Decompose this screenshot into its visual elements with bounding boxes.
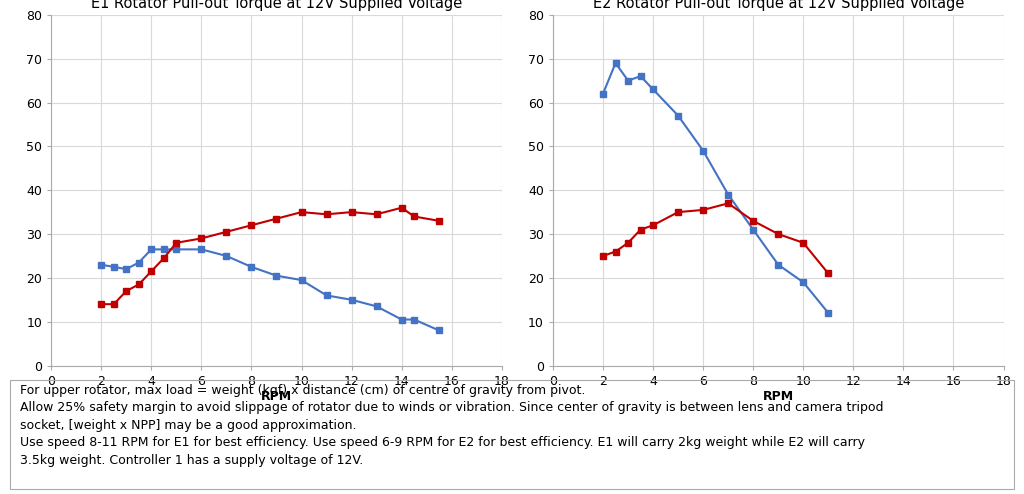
X-axis label: RPM: RPM bbox=[261, 390, 292, 404]
Title: E1 Rotator Pull-out Torque at 12V Supplied Voltage: E1 Rotator Pull-out Torque at 12V Suppli… bbox=[91, 0, 462, 11]
Text: For upper rotator, max load = weight (kgf) x distance (cm) of centre of gravity : For upper rotator, max load = weight (kg… bbox=[20, 384, 884, 467]
Title: E2 Rotator Pull-out Torque at 12V Supplied Voltage: E2 Rotator Pull-out Torque at 12V Suppli… bbox=[593, 0, 964, 11]
X-axis label: RPM: RPM bbox=[763, 390, 794, 404]
